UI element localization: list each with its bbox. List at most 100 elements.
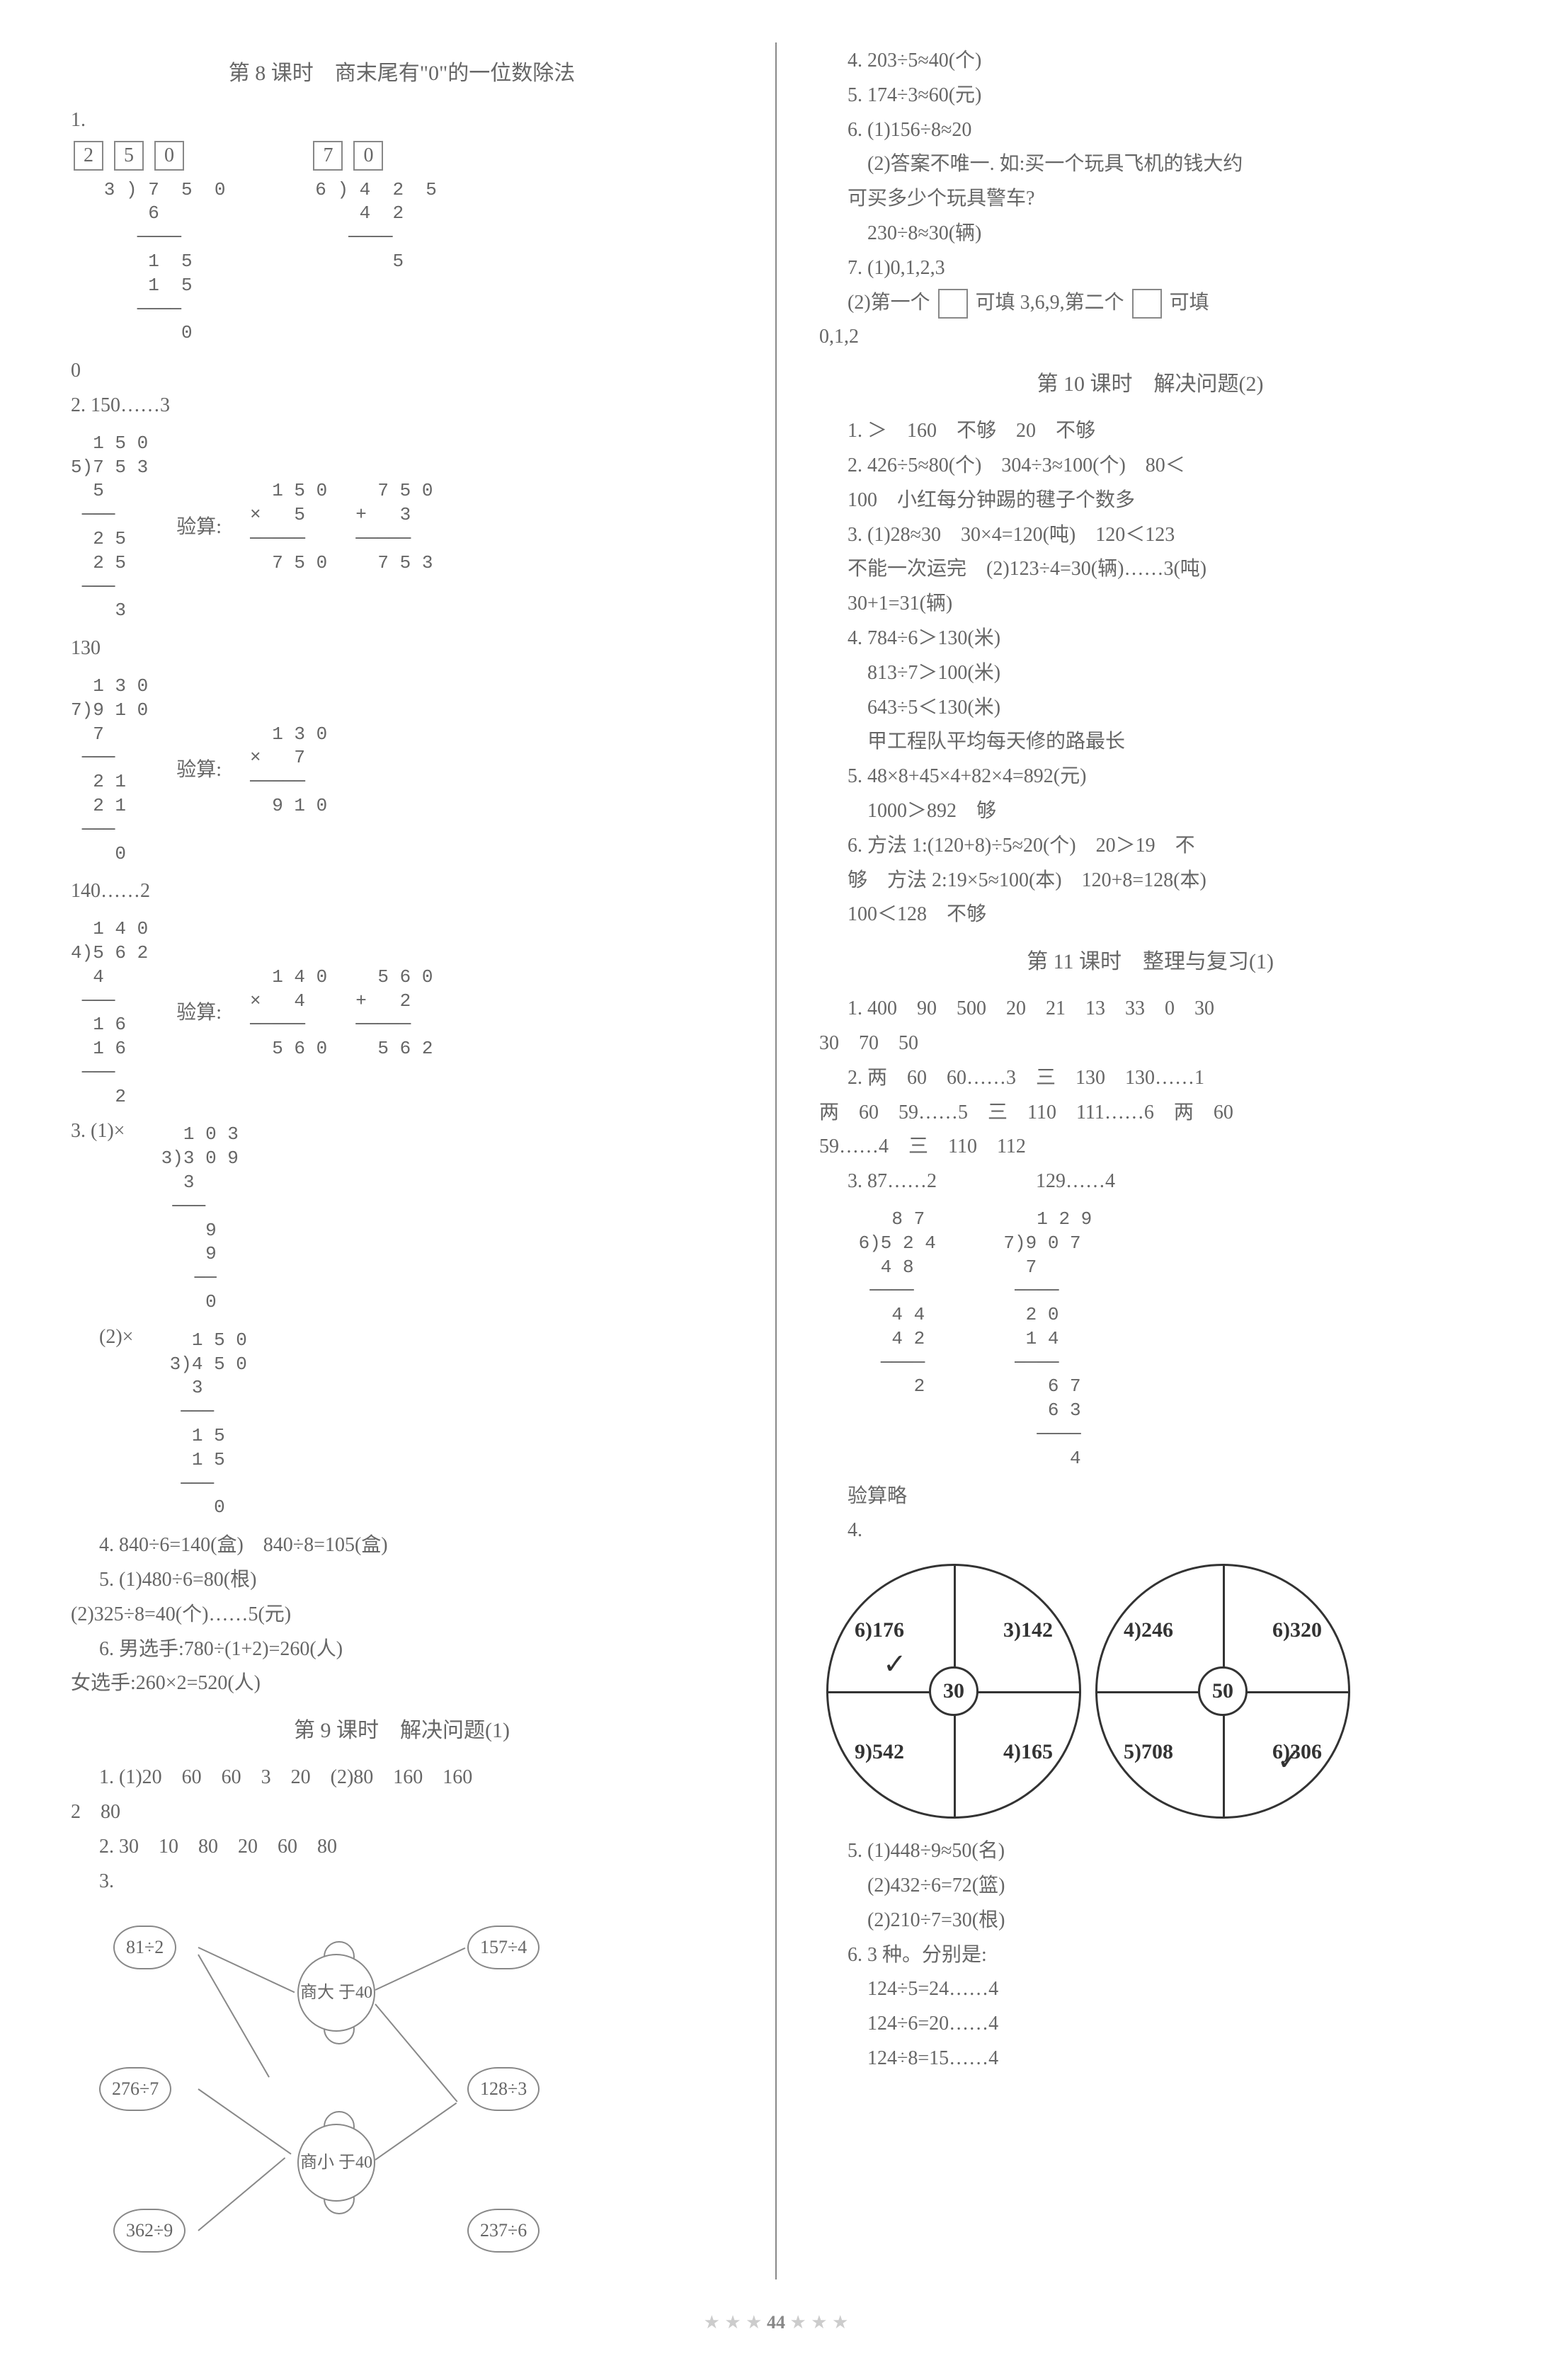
s11-p1b: 30 70 50	[819, 1028, 1481, 1060]
quotient-box: 2	[74, 141, 103, 171]
check-calc: 1 4 0 × 4 ───── 5 6 0	[250, 966, 327, 1061]
p140-label: 140……2	[71, 876, 733, 908]
connector-line	[375, 2102, 457, 2161]
right-column: 4. 203÷5≈40(个)5. 174÷3≈60(元)6. (1)156÷8≈…	[819, 42, 1481, 2279]
p140-row: 1 4 0 4)5 6 2 4 ─── 1 6 1 6 ─── 2 验算: 1 …	[71, 910, 733, 1116]
s11-p4-label: 4.	[819, 1515, 1481, 1547]
p3-label2: (2)×	[99, 1322, 133, 1527]
p3-label: 3. (1)×	[71, 1116, 125, 1321]
right-top-lines: 4. 203÷5≈40(个)5. 174÷3≈60(元)6. (1)156÷8≈…	[819, 45, 1481, 285]
longdiv: 3 ) 7 5 0 6 ──── 1 5 1 5 ──── 0	[71, 178, 225, 346]
quad-1: 4)246	[1124, 1613, 1173, 1647]
connector-line	[375, 2004, 457, 2102]
center-circle: 30	[929, 1666, 978, 1716]
text-line: 124÷8=15……4	[819, 2043, 1481, 2075]
cloud-diagram: 81÷2157÷4276÷7128÷3362÷9237÷6商大 于40商小 于4…	[71, 1911, 637, 2265]
check-calc: 1 5 0 × 5 ───── 7 5 0	[250, 479, 327, 575]
s9-p2: 2. 30 10 80 20 60 80	[71, 1831, 733, 1863]
section-8-title: 第 8 课时 商末尾有"0"的一位数除法	[71, 57, 733, 91]
check-mark-icon: ✓	[883, 1642, 907, 1687]
cloud-node: 362÷9	[113, 2209, 186, 2253]
text-line: 1000＞892 够	[819, 796, 1481, 828]
text-line: 不能一次运完 (2)123÷4=30(辆)……3(吨)	[819, 554, 1481, 585]
text-line: 813÷7＞100(米)	[819, 658, 1481, 690]
page-container: 第 8 课时 商末尾有"0"的一位数除法 1. 2 5 0 3 ) 7 5 0 …	[71, 42, 1481, 2279]
text-line: 6. 3 种。分别是:	[819, 1940, 1481, 1972]
star-icon: ★ ★ ★	[790, 2312, 849, 2333]
p3-2: (2)× 1 5 0 3)4 5 0 3 ─── 1 5 1 5 ─── 0	[71, 1322, 733, 1527]
p7-2: (2)第一个 可填 3,6,9,第二个 可填	[819, 287, 1481, 319]
p1-divisions: 2 5 0 3 ) 7 5 0 6 ──── 1 5 1 5 ──── 0 7 …	[71, 139, 733, 353]
text-line: 6. 方法 1:(120+8)÷5≈20(个) 20＞19 不	[819, 830, 1481, 862]
text-line: 643÷5＜130(米)	[819, 692, 1481, 724]
longdiv: 1 3 0 7)9 1 0 7 ─── 2 1 2 1 ─── 0	[71, 675, 148, 866]
s11-p2a: 2. 两 60 60……3 三 130 130……1	[819, 1063, 1481, 1094]
section-10-title: 第 10 课时 解决问题(2)	[819, 367, 1481, 401]
connector-line	[375, 1947, 466, 1991]
connector-line	[198, 1955, 270, 2078]
cloud-node: 128÷3	[467, 2067, 540, 2111]
quad-3: 9)542	[855, 1735, 904, 1769]
s11-p1a: 1. 400 90 500 20 21 13 33 0 30	[819, 993, 1481, 1025]
check-calc: 7 5 0 + 3 ───── 7 5 3	[355, 479, 433, 575]
longdiv: 1 5 0 5)7 5 3 5 ─── 2 5 2 5 ─── 3	[71, 432, 148, 623]
check-label: 验算:	[176, 997, 222, 1029]
s9-p1b: 2 80	[71, 1797, 733, 1829]
quad-4: 4)165	[1003, 1735, 1053, 1769]
longdiv: 1 2 9 7)9 0 7 7 ──── 2 0 1 4 ──── 6 7 6 …	[993, 1208, 1092, 1471]
section-11-title: 第 11 课时 整理与复习(1)	[819, 945, 1481, 979]
text-line: 124÷5=24……4	[819, 1974, 1481, 2006]
s11-check: 验算略	[819, 1481, 1481, 1513]
left-column: 第 8 课时 商末尾有"0"的一位数除法 1. 2 5 0 3 ) 7 5 0 …	[71, 42, 733, 2279]
text-line: 124÷6=20……4	[819, 2008, 1481, 2040]
p5: 5. (1)480÷6=80(根)	[71, 1564, 733, 1596]
circle-diagrams: 6)176 3)142 9)542 4)165 30 ✓ 4)246 6)320…	[819, 1550, 1481, 1833]
page-number: ★ ★ ★ 44 ★ ★ ★	[71, 2308, 1481, 2338]
text-line: 1. ＞ 160 不够 20 不够	[819, 416, 1481, 447]
text-line: 30+1=31(辆)	[819, 588, 1481, 620]
p5b: (2)325÷8=40(个)……5(元)	[71, 1599, 733, 1631]
quotient-box: 0	[154, 141, 184, 171]
p130-label: 130	[71, 633, 733, 665]
s11-p2c: 59……4 三 110 112	[819, 1131, 1481, 1163]
cloud-node: 157÷4	[467, 1926, 540, 1969]
p1-zero: 0	[71, 355, 733, 387]
p7-2c: 可填	[1170, 292, 1209, 314]
cloud-node: 276÷7	[99, 2067, 171, 2111]
text-line: 甲工程队平均每天修的路最长	[819, 726, 1481, 758]
p4: 4. 840÷6=140(盒) 840÷8=105(盒)	[71, 1530, 733, 1562]
s9-p3-label: 3.	[71, 1866, 733, 1898]
s10-lines: 1. ＞ 160 不够 20 不够2. 426÷5≈80(个) 304÷3≈10…	[819, 416, 1481, 931]
p7-2d: 0,1,2	[819, 321, 1481, 353]
text-line: (2)210÷7=30(根)	[819, 1905, 1481, 1937]
quotient-box: 0	[353, 141, 383, 171]
cloud-node: 81÷2	[113, 1926, 176, 1969]
p1-div1: 2 5 0 3 ) 7 5 0 6 ──── 1 5 1 5 ──── 0	[71, 139, 225, 353]
longdiv: 8 7 6)5 2 4 4 8 ──── 4 4 4 2 ──── 2	[848, 1208, 936, 1471]
text-line: 6. (1)156÷8≈20	[819, 115, 1481, 147]
text-line: 5. (1)448÷9≈50(名)	[819, 1836, 1481, 1867]
text-line: (2)432÷6=72(篮)	[819, 1870, 1481, 1902]
check-mark-icon: ✓	[1277, 1738, 1301, 1783]
quad-3: 5)708	[1124, 1735, 1173, 1769]
quotient-box: 7	[313, 141, 343, 171]
flower-node: 商小 于40	[297, 2124, 375, 2202]
p1-div2: 7 0 6 ) 4 2 5 4 2 ──── 5	[282, 139, 436, 353]
longdiv: 6 ) 4 2 5 4 2 ──── 5	[282, 178, 436, 274]
cloud-node: 237÷6	[467, 2209, 540, 2253]
connector-line	[198, 2089, 291, 2155]
s11-p3a: 3. 87……2 129……4	[819, 1166, 1481, 1198]
s9-p1: 1. (1)20 60 60 3 20 (2)80 160 160	[71, 1762, 733, 1794]
p2-row: 1 5 0 5)7 5 3 5 ─── 2 5 2 5 ─── 3 验算: 1 …	[71, 425, 733, 630]
connector-line	[198, 2158, 285, 2231]
p3-1: 3. (1)× 1 0 3 3)3 0 9 3 ─── 9 9 ── 0	[71, 1116, 733, 1321]
p130-row: 1 3 0 7)9 1 0 7 ─── 2 1 2 1 ─── 0 验算: 1 …	[71, 668, 733, 873]
p6: 6. 男选手:780÷(1+2)=260(人)	[71, 1634, 733, 1666]
connector-line	[198, 1947, 295, 1993]
section-9-title: 第 9 课时 解决问题(1)	[71, 1714, 733, 1748]
p2-label: 2. 150……3	[71, 390, 733, 422]
text-line: 230÷8≈30(辆)	[819, 218, 1481, 250]
longdiv: 1 5 0 3)4 5 0 3 ─── 1 5 1 5 ─── 0	[147, 1329, 246, 1520]
longdiv: 1 4 0 4)5 6 2 4 ─── 1 6 1 6 ─── 2	[71, 917, 148, 1109]
text-line: 可买多少个玩具警车?	[819, 183, 1481, 215]
